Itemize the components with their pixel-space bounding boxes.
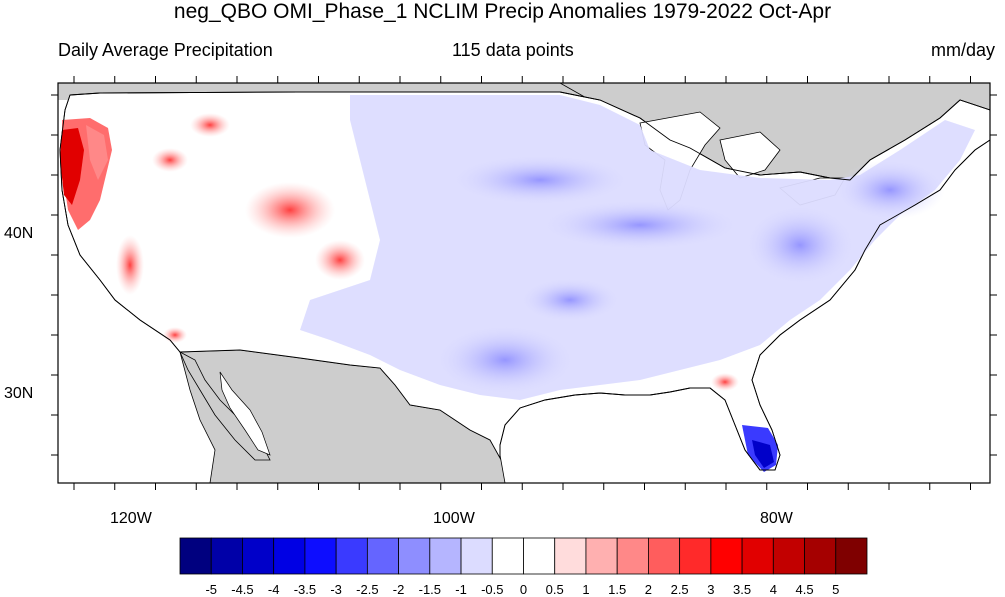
legend-label: 4.5: [795, 582, 814, 597]
legend-label: 3: [707, 582, 715, 597]
legend-label: -1.5: [418, 582, 442, 597]
lat-label-30n: 30N: [4, 385, 34, 402]
northeast-dry-anomaly: [835, 160, 945, 220]
legend-label: 1.5: [608, 582, 627, 597]
central-dry-anomaly: [520, 278, 620, 322]
legend-label: -4.5: [231, 582, 254, 597]
lon-label-120w: 120W: [110, 510, 152, 527]
appalachian-dry-anomaly: [745, 205, 855, 285]
midwest-dry-anomaly: [540, 200, 740, 250]
conus-outline: [59, 91, 990, 471]
legend-label: 3.5: [733, 582, 752, 597]
socal-anomaly: [163, 327, 187, 343]
plains-dry-anomaly: [450, 155, 630, 205]
lon-label-100w: 100W: [433, 510, 475, 527]
rockies-anomaly-1: [245, 182, 335, 238]
legend-label: 1: [582, 582, 590, 597]
subtitle-center: 115 data points: [452, 40, 574, 60]
legend-label: -5: [205, 582, 217, 597]
ca-coast-anomaly: [116, 235, 144, 295]
lat-label-40n: 40N: [4, 225, 34, 242]
legend-label: -4: [267, 582, 280, 597]
texas-dry-anomaly: [435, 325, 575, 395]
legend-label: -1: [455, 582, 467, 597]
legend-label: 0.5: [545, 582, 564, 597]
pnw-inner-anomaly: [86, 125, 108, 180]
legend-label: -3: [330, 582, 342, 597]
nw-interior-anomaly: [190, 113, 230, 137]
pnw-core-anomaly: [60, 128, 84, 205]
lon-label-80w: 80W: [760, 510, 793, 527]
axis-ticks: [51, 76, 997, 490]
legend-label: -3.5: [293, 582, 317, 597]
legend-label: 0: [519, 582, 528, 597]
map-frame: [57, 82, 991, 484]
map-title: neg_QBO OMI_Phase_1 NCLIM Precip Anomali…: [173, 0, 832, 23]
legend-label: 2.5: [670, 582, 689, 597]
legend-label: -2: [392, 582, 405, 597]
legend-label: 2: [644, 582, 653, 597]
rockies-anomaly-2: [315, 240, 365, 280]
legend-label: 4: [769, 582, 777, 597]
gulf-of-california: [219, 371, 271, 456]
subtitle-units: mm/day: [930, 40, 995, 60]
florida-panhandle-anomaly: [711, 373, 739, 391]
legend-label: 5: [832, 582, 840, 597]
subtitle-left: Daily Average Precipitation: [58, 40, 273, 60]
legend-label: -0.5: [481, 582, 504, 597]
rockies-anomaly-3: [152, 148, 188, 172]
legend-label: -2.5: [356, 582, 379, 597]
florida-core-anomaly: [752, 440, 774, 468]
